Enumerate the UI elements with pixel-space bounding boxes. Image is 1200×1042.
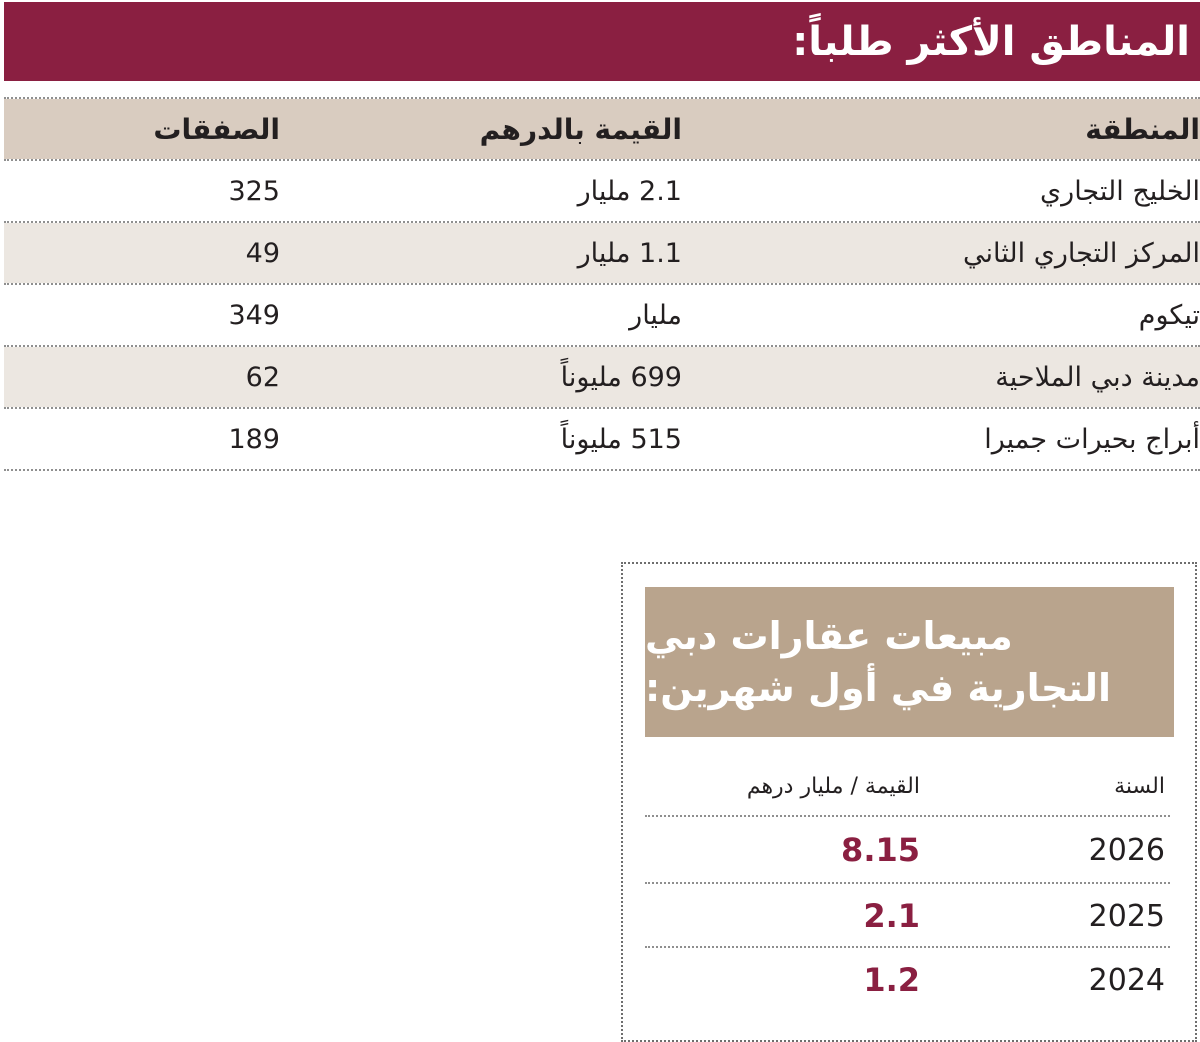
sales-year: 2025	[1088, 898, 1165, 934]
area-value: 2.1 مليار	[577, 175, 682, 207]
area-name: المركز التجاري الثاني	[963, 237, 1200, 269]
sales-row: 2025 2.1	[645, 886, 1170, 946]
divider	[645, 815, 1170, 817]
header-year: السنة	[1114, 773, 1165, 799]
area-name: مدينة دبي الملاحية	[995, 361, 1200, 393]
table-row: تيكوم مليار 349	[4, 285, 1200, 345]
sales-value: 1.2	[863, 961, 920, 999]
sales-header-row: السنة القيمة / مليار درهم	[645, 756, 1170, 816]
sales-title-line-2: التجارية في أول شهرين:	[645, 666, 1112, 710]
sales-value: 8.15	[841, 831, 920, 869]
area-deals: 62	[245, 361, 280, 393]
sales-row: 2026 8.15	[645, 820, 1170, 880]
divider	[4, 221, 1200, 223]
area-deals: 325	[228, 175, 280, 207]
table-row: الخليج التجاري 2.1 مليار 325	[4, 161, 1200, 221]
sales-title-line-1: مبيعات عقارات دبي	[645, 614, 1013, 658]
divider	[645, 882, 1170, 884]
divider	[4, 345, 1200, 347]
header-deals: الصفقات	[153, 112, 280, 146]
area-value: 515 مليوناً	[560, 423, 682, 455]
divider	[4, 159, 1200, 161]
table-header-row: المنطقة القيمة بالدرهم الصفقات	[4, 99, 1200, 159]
table-row: المركز التجاري الثاني 1.1 مليار 49	[4, 223, 1200, 283]
top-table-title-bar: المناطق الأكثر طلباً:	[4, 2, 1200, 81]
divider	[4, 407, 1200, 409]
area-deals: 189	[228, 423, 280, 455]
header-sales-value: القيمة / مليار درهم	[746, 773, 920, 799]
divider	[645, 946, 1170, 948]
header-area: المنطقة	[1085, 112, 1200, 146]
area-value: 699 مليوناً	[560, 361, 682, 393]
divider	[4, 283, 1200, 285]
table-row: مدينة دبي الملاحية 699 مليوناً 62	[4, 347, 1200, 407]
sales-year: 2026	[1088, 832, 1165, 868]
area-value: مليار	[629, 299, 682, 331]
area-deals: 349	[228, 299, 280, 331]
area-name: أبراج بحيرات جميرا	[984, 423, 1200, 455]
area-name: الخليج التجاري	[1040, 175, 1200, 207]
sales-value: 2.1	[863, 897, 920, 935]
divider	[4, 97, 1200, 99]
sales-year: 2024	[1088, 962, 1165, 998]
area-value: 1.1 مليار	[577, 237, 682, 269]
area-deals: 49	[245, 237, 280, 269]
top-table-title: المناطق الأكثر طلباً:	[792, 18, 1190, 65]
sales-box-title: مبيعات عقارات دبي التجارية في أول شهرين:	[645, 587, 1174, 737]
area-name: تيكوم	[1138, 299, 1200, 331]
divider	[4, 469, 1200, 471]
table-row: أبراج بحيرات جميرا 515 مليوناً 189	[4, 409, 1200, 469]
sales-row: 2024 1.2	[645, 950, 1170, 1010]
header-value: القيمة بالدرهم	[479, 112, 682, 146]
